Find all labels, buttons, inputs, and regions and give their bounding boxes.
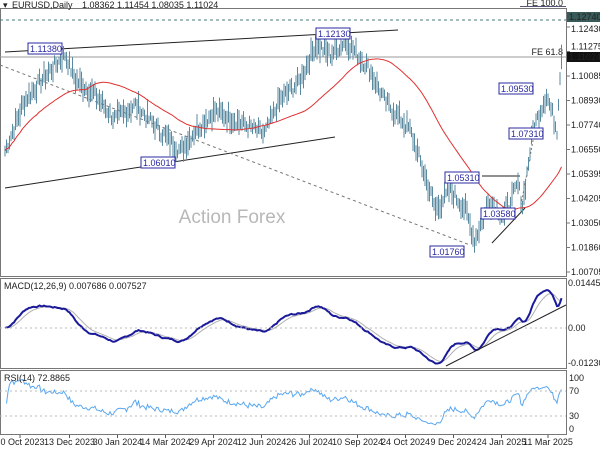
projection-line[interactable] xyxy=(520,129,536,206)
macd-line xyxy=(4,289,563,365)
macd-panel-frame xyxy=(0,278,567,369)
fe100-label: FE 100.0 xyxy=(526,0,563,8)
y-tick-label: 1.01860 xyxy=(571,243,600,253)
triangle-line[interactable] xyxy=(491,207,526,244)
macd-trendline[interactable] xyxy=(445,304,567,367)
y-tick-label: 1.04205 xyxy=(571,194,600,204)
moving-average-line xyxy=(4,58,562,210)
x-tick-label: 24 Oct 2024 xyxy=(381,437,430,447)
high-price-tag xyxy=(567,12,600,22)
fe618-label: FE 61.8 xyxy=(531,47,563,57)
annotation-box xyxy=(508,127,544,140)
macd-title: MACD(12,26,9) 0.007686 0.007527 xyxy=(4,281,147,291)
annotation-box xyxy=(27,42,63,55)
x-tick-label: 11 Mar 2025 xyxy=(523,437,573,447)
current-price-tag xyxy=(567,52,600,62)
title-arrow-icon[interactable]: ▾ xyxy=(3,0,8,10)
x-tick-label: 13 Dec 2023 xyxy=(44,437,95,447)
annotation-box xyxy=(498,82,534,95)
rsi-tick: 100 xyxy=(569,373,584,383)
macd-tick: -0.012303 xyxy=(568,358,600,368)
x-tick-label: 30 Jan 2024 xyxy=(93,437,143,447)
y-tick-label: 1.07740 xyxy=(571,120,600,130)
annotation-label: 1.07310 xyxy=(511,129,544,139)
y-tick-label: 1.00705 xyxy=(571,267,600,277)
annotation-label: 1.09530 xyxy=(501,84,534,94)
rsi-tick: 0 xyxy=(569,424,574,434)
y-tick-label: 1.11275 xyxy=(571,42,600,52)
annotation-label: 1.03580 xyxy=(483,209,516,219)
annotation-box xyxy=(480,207,516,220)
high-price-tag-text: 1.12740 xyxy=(569,12,600,22)
macd-tick: 0.014459 xyxy=(568,278,600,288)
annotation-label: 1.11380 xyxy=(30,44,62,54)
annotation-label: 1.06010 xyxy=(143,158,176,168)
x-tick-label: 26 Jul 2024 xyxy=(286,437,333,447)
y-tick-label: 1.06550 xyxy=(571,145,600,155)
annotations: 1.11380 1.12130 1.06010 1.05310 1.03580 … xyxy=(27,27,544,258)
y-tick-label: 1.08930 xyxy=(571,96,600,106)
rsi-tick: 70 xyxy=(569,386,579,396)
current-price-tag-text: 1.11024 xyxy=(569,52,600,62)
x-tick-label: 14 Mar 2024 xyxy=(140,437,191,447)
macd-tick: 0.00 xyxy=(568,323,586,333)
x-tick-label: 30 Oct 2023 xyxy=(0,437,45,447)
macd-signal-line xyxy=(4,293,562,362)
ohlc-label: 1.08362 1.11454 1.08035 1.11024 xyxy=(82,0,218,10)
rsi-title: RSI(14) 72.8865 xyxy=(4,373,70,383)
annotation-box xyxy=(140,156,176,169)
annotation-label: 1.05310 xyxy=(447,173,480,183)
annotation-box xyxy=(429,245,465,258)
annotation-label: 1.12130 xyxy=(318,29,351,39)
y-tick-label: 1.10085 xyxy=(571,71,600,81)
annotation-box xyxy=(444,171,480,184)
x-tick-label: 9 Dec 2024 xyxy=(430,437,476,447)
y-tick-label: 1.12430 xyxy=(571,24,600,34)
annotation-label: 1.01760 xyxy=(432,247,465,257)
watermark: Action Forex xyxy=(179,207,286,228)
x-tick-label: 12 Jun 2024 xyxy=(237,437,287,447)
x-tick-label: 29 Apr 2024 xyxy=(189,437,238,447)
y-tick-label: 1.03050 xyxy=(571,218,600,228)
y-tick-label: 1.05395 xyxy=(571,169,600,179)
rsi-panel-frame xyxy=(0,370,567,435)
rsi-line xyxy=(6,378,562,426)
main-panel-frame xyxy=(0,8,567,277)
symbol-label: EURUSD,Daily xyxy=(12,0,73,10)
rsi-tick: 30 xyxy=(569,411,579,421)
annotation-box xyxy=(315,27,351,40)
x-tick-label: 10 Sep 2024 xyxy=(332,437,383,447)
x-tick-label: 24 Jan 2025 xyxy=(477,437,527,447)
